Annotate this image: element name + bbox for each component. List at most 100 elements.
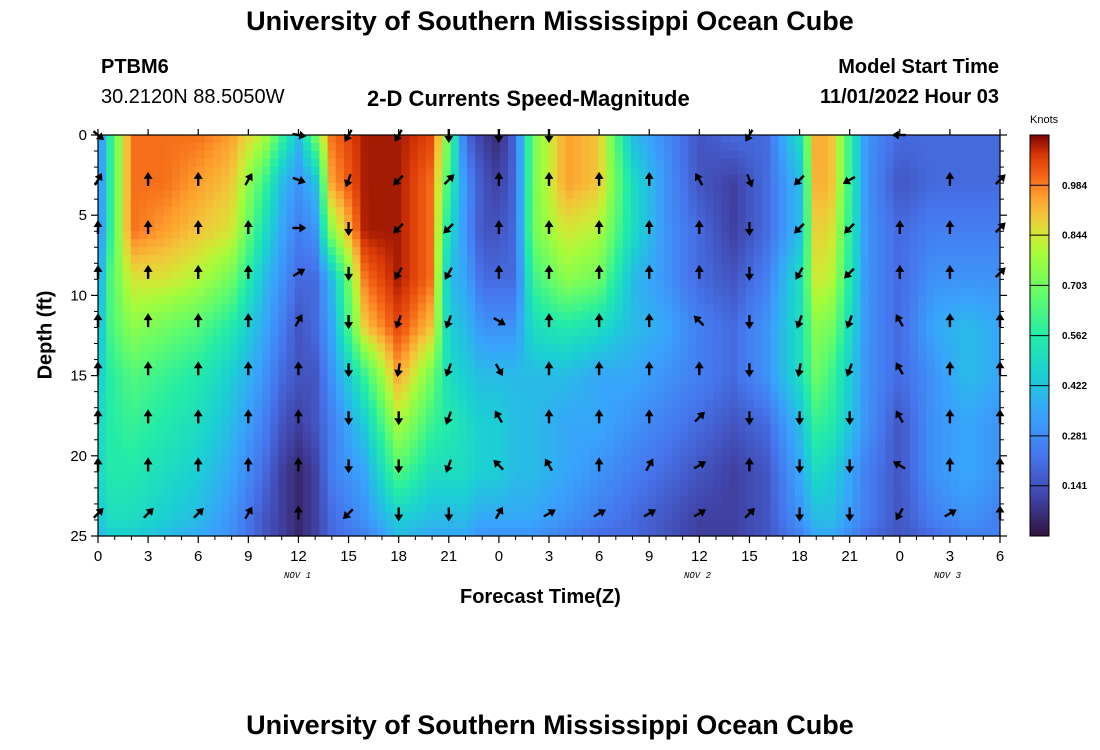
heatmap-cell: [598, 183, 607, 192]
heatmap-cell: [475, 327, 484, 337]
heatmap-cell: [754, 279, 763, 288]
heatmap-cell: [647, 151, 657, 160]
heatmap-cell: [344, 287, 353, 296]
heatmap-cell: [163, 463, 173, 473]
heatmap-cell: [565, 143, 575, 152]
heatmap-cell: [663, 271, 673, 280]
heatmap-cell: [590, 175, 599, 184]
heatmap-cell: [868, 471, 878, 481]
heatmap-cell: [868, 215, 878, 224]
heatmap-cell: [844, 263, 853, 272]
heatmap-cell: [950, 327, 960, 337]
heatmap-cell: [606, 255, 616, 264]
heatmap-cell: [303, 135, 312, 144]
heatmap-cell: [893, 487, 903, 497]
heatmap-cell: [204, 183, 214, 192]
heatmap-cell: [688, 423, 698, 433]
heatmap-cell: [975, 399, 985, 409]
heatmap-cell: [409, 223, 419, 232]
heatmap-cell: [327, 319, 337, 329]
heatmap-cell: [950, 375, 960, 385]
heatmap-cell: [237, 431, 247, 441]
heatmap-cell: [442, 239, 452, 248]
heatmap-cell: [696, 439, 706, 449]
heatmap-cell: [565, 399, 575, 409]
heatmap-cell: [827, 287, 837, 296]
heatmap-cell: [926, 375, 935, 385]
heatmap-cell: [237, 471, 247, 481]
heatmap-cell: [122, 319, 132, 329]
heatmap-cell: [426, 199, 435, 208]
heatmap-cell: [639, 287, 648, 296]
heatmap-cell: [516, 255, 525, 264]
heatmap-cell: [237, 375, 247, 385]
heatmap-cell: [303, 199, 312, 208]
heatmap-cell: [975, 327, 985, 337]
heatmap-cell: [196, 495, 206, 505]
heatmap-cell: [253, 263, 263, 272]
heatmap-cell: [467, 383, 476, 393]
heatmap-cell: [450, 351, 460, 361]
heatmap-cell: [237, 399, 247, 409]
heatmap-cell: [532, 207, 542, 216]
heatmap-cell: [860, 207, 870, 216]
heatmap-cell: [713, 231, 722, 240]
heatmap-cell: [639, 471, 648, 481]
heatmap-cell: [212, 351, 222, 361]
heatmap-cell: [885, 247, 894, 256]
heatmap-cell: [565, 351, 575, 361]
heatmap-cell: [762, 279, 771, 288]
heatmap-cell: [942, 463, 952, 473]
heatmap-cell: [360, 199, 370, 208]
heatmap-cell: [598, 311, 607, 321]
heatmap-cell: [360, 415, 370, 425]
heatmap-cell: [106, 359, 115, 369]
heatmap-cell: [458, 143, 468, 152]
heatmap-cell: [639, 391, 648, 401]
heatmap-cell: [147, 447, 156, 457]
heatmap-cell: [696, 159, 706, 168]
heatmap-cell: [516, 391, 525, 401]
heatmap-cell: [696, 231, 706, 240]
heatmap-cell: [991, 415, 1001, 425]
heatmap-cell: [811, 279, 821, 288]
heatmap-cell: [762, 399, 771, 409]
heatmap-cell: [549, 351, 558, 361]
heatmap-cell: [499, 479, 509, 489]
heatmap-cell: [606, 383, 616, 393]
heatmap-cell: [540, 231, 550, 240]
heatmap-cell: [114, 479, 124, 489]
heatmap-cell: [598, 439, 607, 449]
heatmap-cell: [762, 447, 771, 457]
heatmap-cell: [475, 447, 484, 457]
heatmap-cell: [786, 359, 796, 369]
heatmap-cell: [335, 159, 345, 168]
heatmap-cell: [688, 367, 698, 377]
heatmap-cell: [253, 399, 263, 409]
heatmap-cell: [950, 295, 960, 305]
heatmap-cell: [663, 263, 673, 272]
heatmap-cell: [114, 159, 124, 168]
heatmap-cell: [606, 223, 616, 232]
heatmap-cell: [508, 151, 517, 160]
heatmap-cell: [983, 199, 993, 208]
heatmap-cell: [147, 479, 156, 489]
heatmap-cell: [237, 359, 247, 369]
heatmap-cell: [729, 183, 739, 192]
heatmap-cell: [499, 207, 509, 216]
heatmap-cell: [491, 439, 501, 449]
heatmap-cell: [319, 471, 329, 481]
heatmap-cell: [557, 447, 566, 457]
heatmap-cell: [417, 447, 427, 457]
heatmap-cell: [122, 391, 132, 401]
heatmap-cell: [770, 447, 780, 457]
heatmap-cell: [893, 247, 903, 256]
heatmap-cell: [950, 303, 960, 313]
heatmap-cell: [516, 303, 525, 313]
heatmap-cell: [253, 167, 263, 176]
heatmap-cell: [155, 151, 165, 160]
heatmap-cell: [655, 247, 665, 256]
heatmap-cell: [122, 479, 132, 489]
heatmap-cell: [532, 239, 542, 248]
